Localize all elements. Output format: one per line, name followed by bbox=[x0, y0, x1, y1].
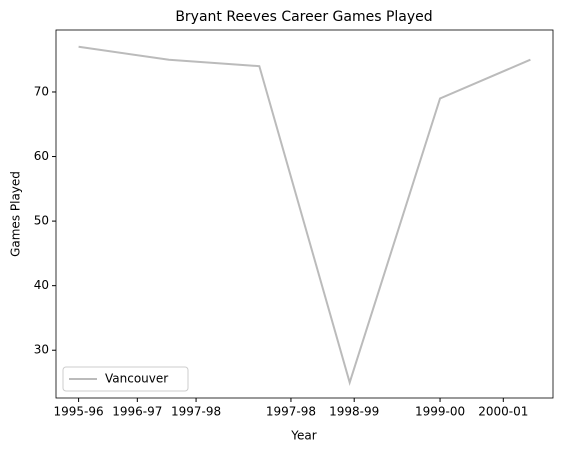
y-tick-label: 40 bbox=[34, 278, 49, 292]
x-tick-label: 1995-96 bbox=[54, 405, 104, 419]
x-tick-label: 1998-99 bbox=[329, 405, 379, 419]
x-tick-label: 1999-00 bbox=[415, 405, 465, 419]
x-tick-label: 2000-01 bbox=[478, 405, 528, 419]
x-tick-label: 1997-98 bbox=[171, 405, 221, 419]
data-line bbox=[78, 45, 531, 386]
y-tick-label: 60 bbox=[34, 149, 49, 163]
legend-box bbox=[62, 366, 189, 392]
chart-title: Bryant Reeves Career Games Played bbox=[175, 9, 432, 25]
y-tick-label: 70 bbox=[34, 84, 49, 98]
y-axis-label: Games Played bbox=[9, 171, 23, 257]
x-tick-label: 1997-98 bbox=[266, 405, 316, 419]
plot-frame bbox=[55, 29, 554, 399]
x-tick-label: 1996-97 bbox=[112, 405, 162, 419]
legend-label: Vancouver bbox=[105, 372, 168, 386]
y-tick-label: 30 bbox=[34, 343, 49, 357]
x-axis-label: Year bbox=[290, 429, 316, 443]
y-tick-label: 50 bbox=[34, 214, 49, 228]
